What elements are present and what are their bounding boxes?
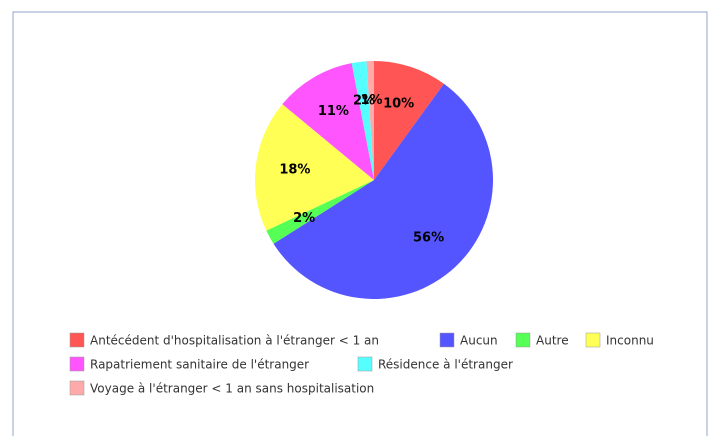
legend-swatch <box>69 356 85 372</box>
slice-label: 2% <box>353 93 375 108</box>
legend-swatch <box>439 332 455 348</box>
slice-label: 1% <box>360 93 382 108</box>
pie-slice <box>374 61 444 180</box>
pie-slice <box>266 180 374 244</box>
pie-slice <box>282 63 374 180</box>
slice-label: 56% <box>413 231 444 246</box>
legend-swatch <box>357 356 373 372</box>
legend-swatch <box>515 332 531 348</box>
legend-label: Voyage à l'étranger < 1 an sans hospital… <box>90 382 374 396</box>
legend-label: Aucun <box>460 334 498 348</box>
legend-label: Antécédent d'hospitalisation à l'étrange… <box>90 334 379 348</box>
legend-label: Résidence à l'étranger <box>378 358 513 372</box>
pie-slice <box>351 61 374 180</box>
slice-label: 11% <box>318 104 349 119</box>
pie-slice <box>273 83 493 299</box>
slice-label: 10% <box>383 97 414 112</box>
legend-swatch <box>69 380 85 396</box>
pie-slice <box>366 61 374 180</box>
legend-label: Autre <box>536 334 569 348</box>
legend-label: Rapatriement sanitaire de l'étranger <box>90 358 309 372</box>
pie-slice <box>255 104 374 231</box>
legend-label: Inconnu <box>606 334 654 348</box>
slice-label: 2% <box>293 211 315 226</box>
slice-label: 18% <box>279 163 310 178</box>
legend-swatch <box>585 332 601 348</box>
legend-swatch <box>69 332 85 348</box>
